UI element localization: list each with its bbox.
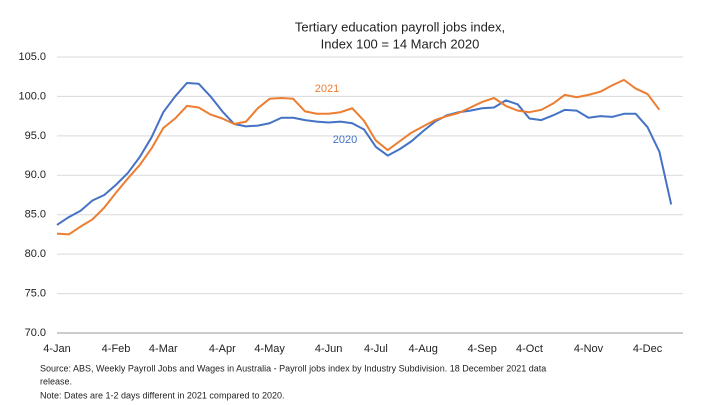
x-tick-label: 4-Mar (149, 343, 178, 355)
x-tick-label: 4-Feb (102, 343, 131, 355)
y-tick-label: 75.0 (25, 287, 46, 299)
y-tick-label: 80.0 (25, 248, 46, 260)
y-tick-label: 100.0 (18, 90, 46, 102)
x-tick-label: 4-Sep (468, 343, 497, 355)
x-tick-label: 4-Apr (209, 343, 236, 355)
x-tick-label: 4-Aug (408, 343, 437, 355)
date-note: Note: Dates are 1-2 days different in 20… (40, 390, 285, 400)
x-tick-label: 4-Dec (633, 343, 663, 355)
source-note: release. (40, 376, 72, 386)
chart-title: Tertiary education payroll jobs index, (295, 19, 505, 34)
y-tick-label: 105.0 (18, 51, 46, 63)
x-tick-label: 4-Nov (574, 343, 604, 355)
series-line (56, 82, 673, 226)
x-tick-label: 4-Jun (315, 343, 343, 355)
x-tick-label: 4-Jan (43, 343, 71, 355)
series-label: 2021 (315, 83, 339, 95)
y-tick-label: 90.0 (25, 169, 46, 181)
x-tick-label: 4-May (254, 343, 285, 355)
series-label: 2020 (333, 134, 357, 146)
x-tick-label: 4-Jul (364, 343, 388, 355)
y-tick-label: 70.0 (25, 327, 46, 339)
x-tick-label: 4-Oct (516, 343, 543, 355)
y-tick-label: 95.0 (25, 130, 46, 142)
chart-subtitle: Index 100 = 14 March 2020 (321, 36, 480, 51)
series-line (56, 78, 661, 236)
source-note: Source: ABS, Weekly Payroll Jobs and Wag… (40, 363, 546, 373)
y-tick-label: 85.0 (25, 209, 46, 221)
